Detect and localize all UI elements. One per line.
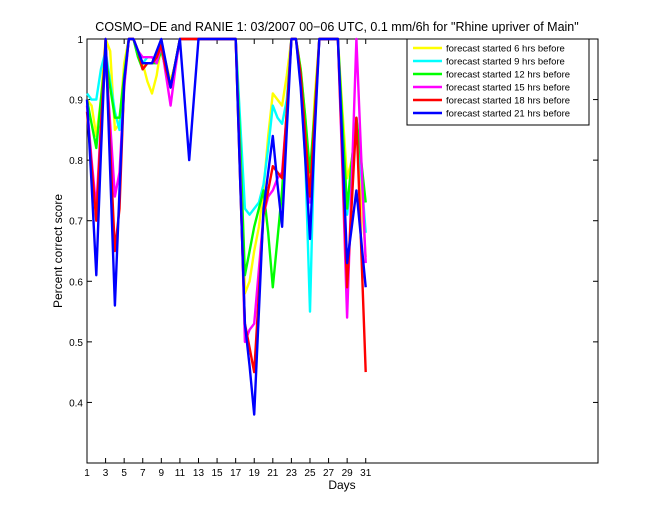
y-tick-label: 1 [77, 35, 83, 46]
legend-label-1: forecast started 6 hrs before [446, 44, 565, 55]
x-tick-label: 7 [140, 468, 146, 479]
chart-title: COSMO−DE and RANIE 1: 03/2007 00−06 UTC,… [95, 20, 578, 34]
y-tick-label: 0.9 [69, 96, 83, 107]
x-tick-label: 21 [267, 468, 279, 479]
legend-label-4: forecast started 15 hrs before [446, 83, 570, 94]
x-tick-label: 19 [249, 468, 261, 479]
x-tick-label: 31 [360, 468, 372, 479]
y-tick-label: 0.5 [69, 338, 83, 349]
x-tick-label: 9 [159, 468, 165, 479]
y-tick-label: 0.6 [69, 277, 83, 288]
legend-label-5: forecast started 18 hrs before [446, 96, 570, 107]
legend-label-3: forecast started 12 hrs before [446, 70, 570, 81]
legend-label-6: forecast started 21 hrs before [446, 109, 570, 120]
x-tick-label: 3 [103, 468, 109, 479]
x-tick-label: 23 [286, 468, 298, 479]
legend: forecast started 6 hrs before forecast st… [406, 38, 590, 126]
series-line-6 [85, 37, 367, 416]
x-tick-label: 13 [193, 468, 205, 479]
x-tick-label: 11 [175, 468, 186, 479]
y-tick-label: 0.4 [69, 398, 83, 409]
x-axis: 1 3 5 7 9 11 13 15 17 19 21 23 25 27 29 31 [84, 39, 372, 479]
y-axis: 0.4 0.5 0.6 0.7 0.8 0.9 1 [69, 35, 598, 409]
x-tick-label: 1 [84, 468, 90, 479]
x-axis-label: Days [328, 478, 355, 492]
y-tick-label: 0.7 [69, 217, 83, 228]
x-tick-label: 5 [121, 468, 127, 479]
x-tick-label: 25 [304, 468, 316, 479]
series-lines [85, 37, 367, 416]
y-tick-label: 0.8 [69, 156, 83, 167]
legend-label-2: forecast started 9 hrs before [446, 57, 565, 68]
x-tick-label: 15 [212, 468, 224, 479]
x-tick-label: 27 [323, 468, 335, 479]
y-axis-label: Percent correct score [51, 194, 65, 308]
legend-box [406, 38, 590, 126]
x-tick-label: 17 [230, 468, 242, 479]
x-tick-label: 29 [342, 468, 354, 479]
